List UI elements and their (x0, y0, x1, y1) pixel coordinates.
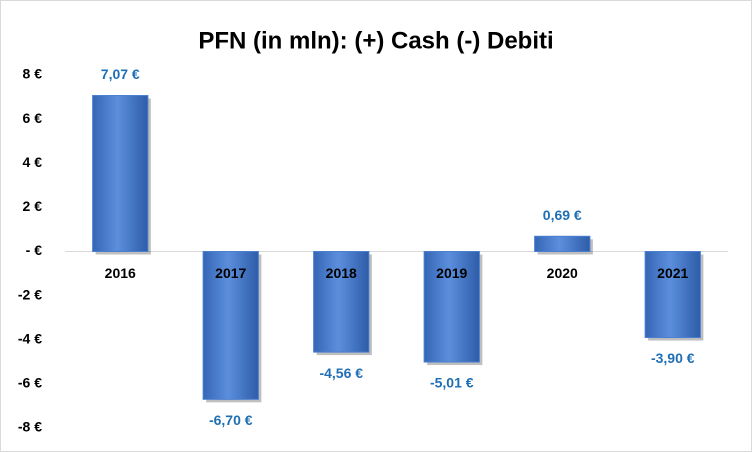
y-tick-label: 6 € (23, 110, 43, 126)
y-tick-label: 8 € (23, 66, 43, 82)
y-tick-label: -8 € (18, 419, 42, 435)
y-tick-label: -6 € (18, 375, 42, 391)
value-label: 7,07 € (101, 66, 140, 82)
y-tick-label: 4 € (23, 154, 43, 170)
y-tick-label: -4 € (18, 330, 42, 346)
x-tick-label: 2020 (547, 265, 578, 281)
value-label: -6,70 € (209, 412, 253, 428)
bar (92, 95, 149, 252)
value-label: -4,56 € (319, 365, 363, 381)
bar (202, 251, 259, 400)
x-tick-label: 2021 (657, 265, 688, 281)
bar (423, 251, 480, 363)
x-tick-label: 2018 (326, 265, 357, 281)
x-tick-label: 2017 (215, 265, 246, 281)
value-label: -3,90 € (651, 350, 695, 366)
chart-title: PFN (in mln): (+) Cash (-) Debiti (198, 27, 553, 54)
x-tick-label: 2016 (105, 265, 136, 281)
y-tick-label: - € (26, 242, 43, 258)
value-label: 0,69 € (543, 207, 582, 223)
y-tick-label: 2 € (23, 198, 43, 214)
value-label: -5,01 € (430, 375, 474, 391)
bar (534, 235, 591, 252)
y-tick-label: -2 € (18, 286, 42, 302)
x-tick-label: 2019 (436, 265, 467, 281)
bar (313, 251, 370, 353)
bar (644, 251, 701, 339)
